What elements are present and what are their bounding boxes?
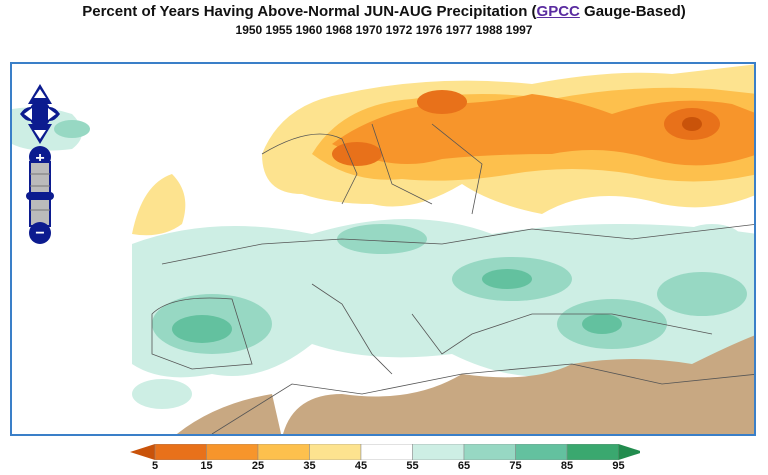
pan-control[interactable] <box>20 84 60 144</box>
legend-tick-label: 65 <box>457 460 471 472</box>
legend-swatch <box>154 443 207 461</box>
legend-arrow-high <box>618 444 644 460</box>
pan-right-icon <box>48 108 56 120</box>
legend-swatch <box>309 443 362 461</box>
precipitation-map[interactable]: + − <box>10 62 756 436</box>
svg-text:−: − <box>35 225 44 242</box>
legend-tick-label: 75 <box>509 460 522 472</box>
below-normal-areas <box>132 64 754 339</box>
gpcc-link[interactable]: GPCC <box>536 3 580 20</box>
country-borders <box>151 123 754 434</box>
legend-swatch <box>206 443 259 461</box>
color-legend <box>130 443 644 465</box>
legend-swatch <box>566 443 619 461</box>
legend-swatch <box>360 443 413 461</box>
legend-swatch <box>463 443 516 461</box>
map-canvas <box>12 64 754 434</box>
years-list: 1950 1955 1960 1968 1970 1972 1976 1977 … <box>235 23 533 37</box>
zoom-slider-handle[interactable] <box>26 192 54 200</box>
map-navigation: + − <box>20 84 60 299</box>
land-mask-north-africa <box>283 335 754 434</box>
pan-up-icon <box>34 89 46 98</box>
map-title: Percent of Years Having Above-Normal JUN… <box>82 3 686 20</box>
pan-down-icon <box>34 130 46 139</box>
above-normal-areas <box>12 107 754 409</box>
legend-swatch <box>412 443 465 461</box>
legend-swatch <box>515 443 568 461</box>
legend-swatch <box>257 443 310 461</box>
legend-ticks: 5 15 25 35 45 55 65 75 85 95 <box>0 460 768 474</box>
legend-arrow-low <box>130 444 155 460</box>
legend-tick-label: 85 <box>560 460 574 472</box>
legend-tick-label: 25 <box>251 460 265 472</box>
pan-left-icon <box>24 108 32 120</box>
legend-tick-label: 45 <box>354 460 368 472</box>
legend-tick-label: 35 <box>303 460 316 472</box>
legend-tick-label: 95 <box>612 460 625 472</box>
legend-tick-label: 5 <box>151 460 159 472</box>
svg-text:+: + <box>35 150 44 167</box>
legend-tick-label: 55 <box>406 460 419 472</box>
legend-tick-label: 15 <box>200 460 213 472</box>
zoom-out-button[interactable] <box>29 222 51 244</box>
